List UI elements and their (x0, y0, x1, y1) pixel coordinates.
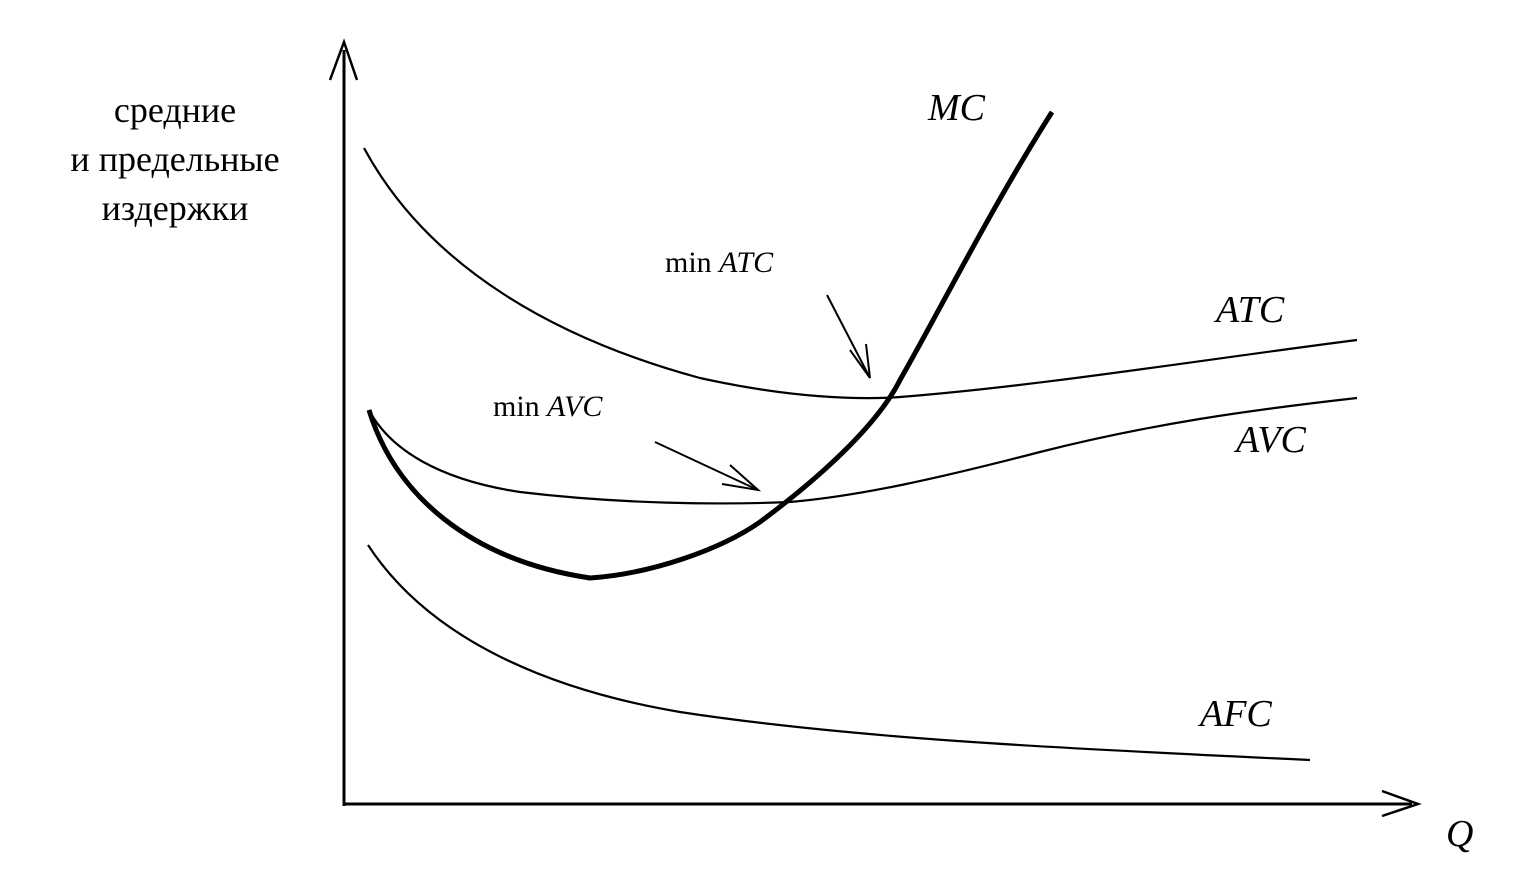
min-atc-label-term: ATC (717, 246, 774, 279)
atc-curve (363, 147, 1358, 400)
min-atc-label: min ATC (665, 246, 774, 279)
y-axis-label-line-2: и предельные (70, 139, 280, 179)
atc-label: ATC (1213, 289, 1285, 331)
y-axis-label: средние и предельные издержки (20, 86, 330, 233)
min-avc-label-prefix: min (493, 390, 547, 423)
min-atc-arrow (826, 294, 871, 379)
afc-label: AFC (1197, 693, 1272, 735)
x-axis-label: Q (1446, 813, 1473, 855)
mc-label: MC (927, 87, 986, 129)
avc-curve (368, 396, 1358, 505)
y-axis-label-line-3: издержки (101, 188, 249, 228)
axes (328, 38, 1422, 818)
min-avc-arrow (654, 441, 762, 492)
min-atc-label-prefix: min (665, 246, 719, 279)
x-axis-arrowhead (1381, 789, 1422, 818)
y-axis-arrowhead (328, 38, 359, 81)
avc-label: AVC (1233, 419, 1307, 461)
y-axis-label-line-1: средние (113, 90, 237, 130)
min-avc-label-term: AVC (545, 390, 603, 423)
afc-curve (367, 544, 1311, 762)
mc-curve (366, 110, 1055, 581)
min-avc-label: min AVC (493, 390, 603, 423)
